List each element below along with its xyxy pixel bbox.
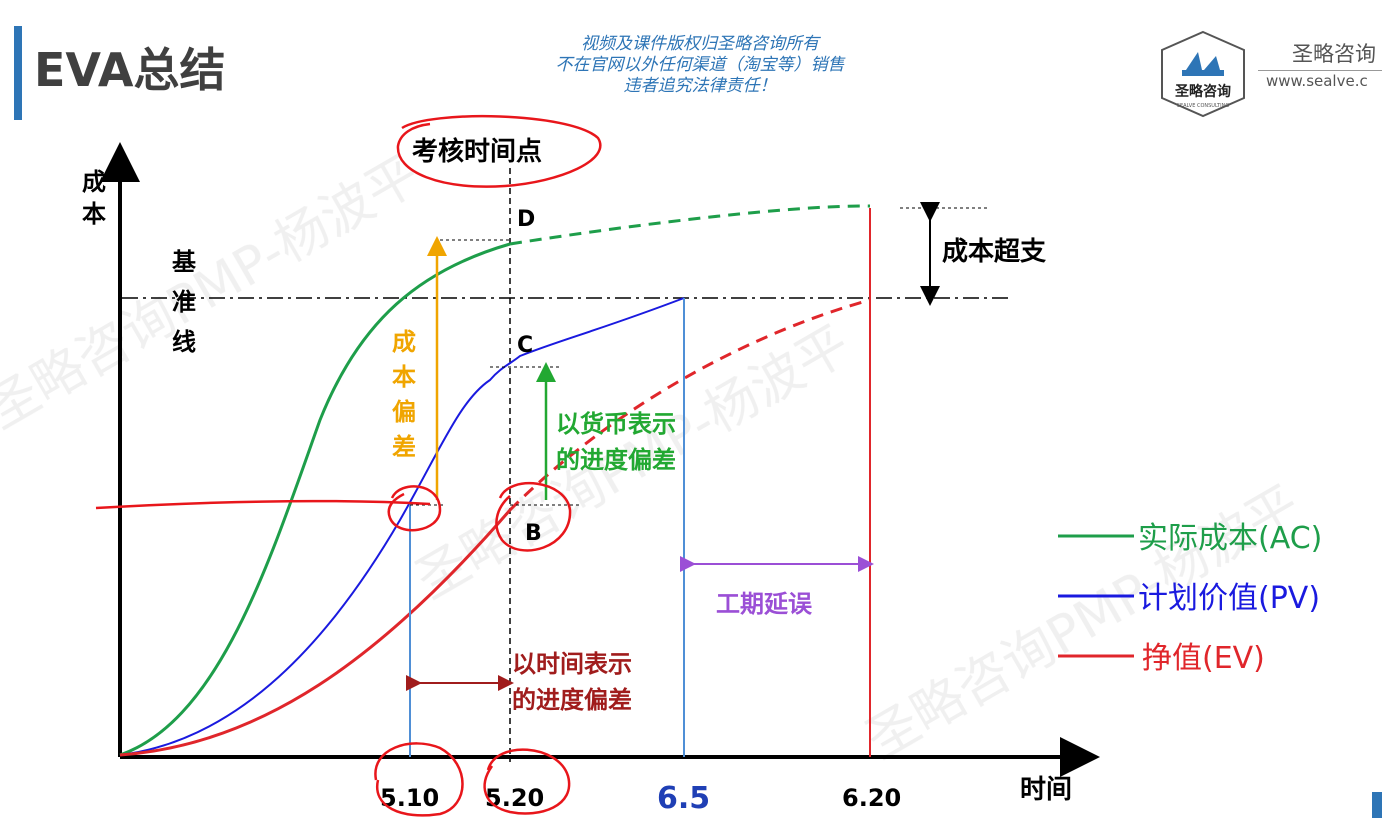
cost-variance-label-1: 成 (392, 328, 416, 356)
legend-ac-label: 实际成本(AC) (1138, 521, 1322, 556)
notice-line-2: 不在官网以外任何渠道（淘宝等）销售 (555, 55, 845, 75)
logo-subtext: SEALVE CONSULTING (1177, 103, 1230, 109)
cost-overrun-label: 成本超支 (942, 237, 1046, 267)
tick-520: 5.20 (485, 784, 544, 812)
ev-curve (119, 509, 512, 757)
notice-line-3: 违者追究法律责任！ (623, 76, 777, 96)
y-axis-label-2: 本 (82, 200, 106, 228)
x-axis-label: 时间 (1020, 775, 1072, 805)
baseline-label-3: 线 (172, 328, 196, 356)
delay-label: 工期延误 (716, 590, 813, 618)
brand-logo: 圣略咨询 SEALVE CONSULTING (1161, 30, 1245, 118)
time-variance-label-1: 以时间表示 (512, 650, 632, 678)
brand-url: www.sealve.c (1266, 72, 1368, 90)
annotation-circle-checkpoint (396, 115, 602, 188)
watermark-3: 圣略咨询PMP-杨波平 (857, 475, 1311, 772)
annotation-underline (95, 499, 431, 510)
point-b: B (525, 521, 542, 546)
money-variance-label-2: 的进度偏差 (556, 446, 676, 474)
corner-accent (1372, 792, 1382, 818)
y-axis-label-1: 成 (82, 168, 106, 196)
logo-text: 圣略咨询 (1174, 83, 1231, 100)
annotation-circle-tick-520 (483, 748, 571, 815)
cost-variance-label-4: 差 (392, 433, 416, 461)
page-title: EVA总结 (34, 43, 226, 97)
point-c: C (517, 333, 533, 358)
watermark-1: 圣略咨询PMP-杨波平 (0, 145, 430, 442)
notice-line-1: 视频及课件版权归圣略咨询所有 (581, 34, 819, 54)
annotation-circle-510 (387, 485, 442, 532)
annotation-circle-b (495, 482, 572, 552)
ac-curve (119, 242, 511, 757)
brand-divider (1258, 70, 1382, 71)
annotation-circle-tick-510 (374, 742, 464, 817)
tick-620: 6.20 (842, 784, 901, 812)
baseline-label-1: 基 (172, 248, 197, 276)
point-d: D (517, 207, 535, 232)
brand-name: 圣略咨询 (1292, 42, 1376, 66)
pv-curve (119, 297, 685, 756)
tick-65: 6.5 (657, 781, 710, 816)
time-variance-label-2: 的进度偏差 (512, 686, 632, 714)
checkpoint-label: 考核时间点 (412, 136, 542, 167)
money-variance-label-1: 以货币表示 (556, 410, 676, 438)
baseline-label-2: 准 (172, 288, 196, 316)
cost-variance-label-3: 偏 (392, 398, 416, 426)
legend-pv-label: 计划价值(PV) (1138, 581, 1320, 616)
ac-curve-forecast (509, 204, 871, 246)
cost-variance-label-2: 本 (392, 363, 416, 391)
copyright-notice: 视频及课件版权归圣略咨询所有 不在官网以外任何渠道（淘宝等）销售 违者追究法律责… (480, 34, 920, 97)
ev-curve-forecast (508, 298, 871, 512)
title-accent-bar (14, 26, 22, 120)
legend-ev-label: 挣值(EV) (1142, 641, 1265, 676)
